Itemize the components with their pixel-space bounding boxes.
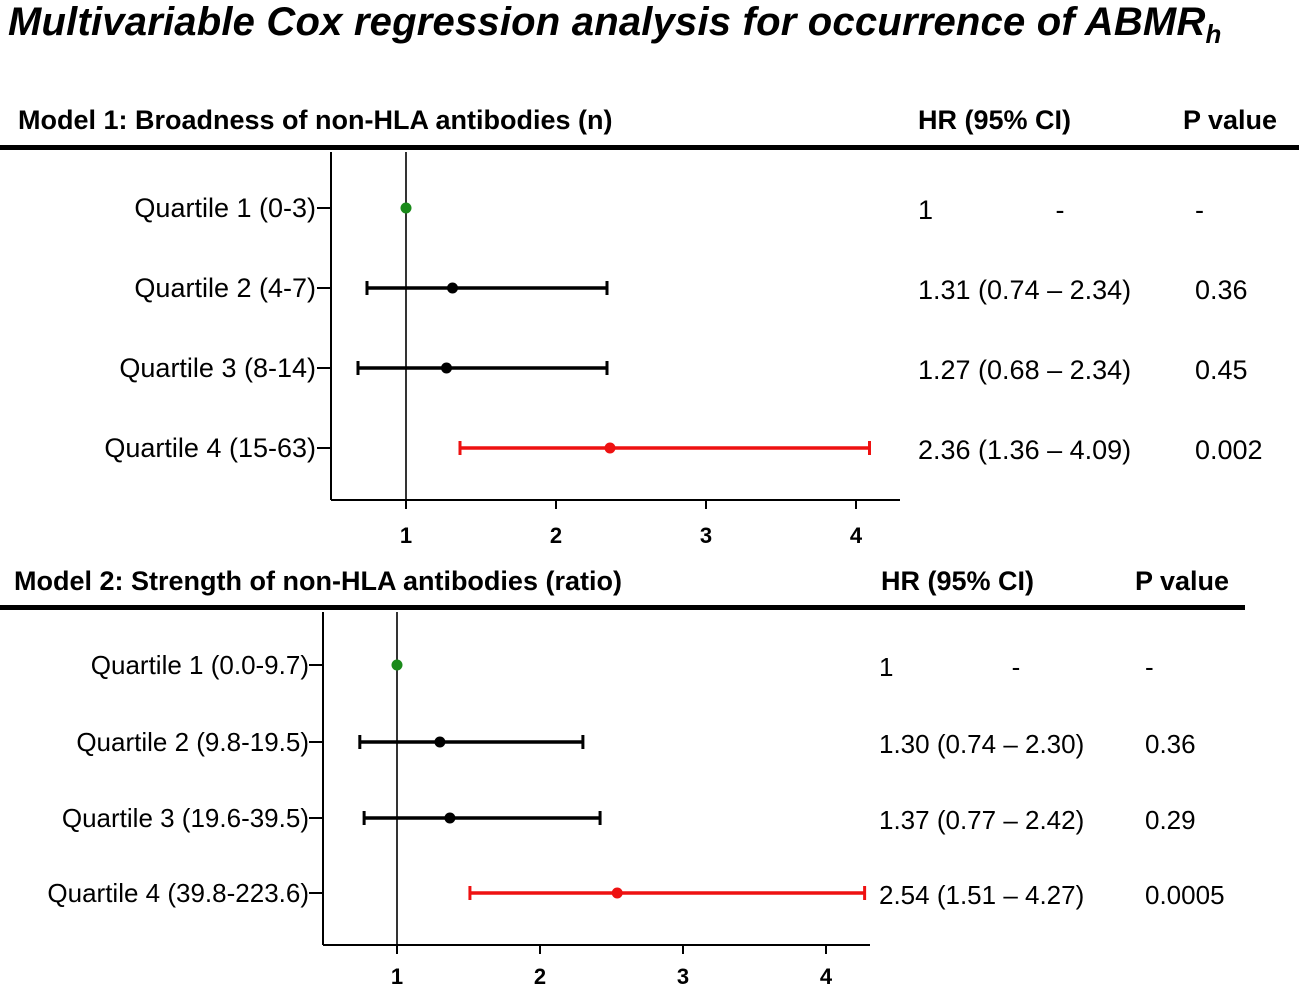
figure-title-subscript: h xyxy=(1205,19,1222,49)
model2-quartile-1-p-value: - xyxy=(1145,652,1154,682)
figure-title: Multivariable Cox regression analysis fo… xyxy=(8,0,1222,50)
model2-x-tick-label-2: 2 xyxy=(534,964,546,988)
model1-quartile-1-label: Quartile 1 (0-3) xyxy=(134,193,316,223)
model1-quartile-1-hr-text: 1 xyxy=(918,195,933,225)
model2-quartile-4-hr-text: 2.54 (1.51 – 4.27) xyxy=(879,880,1084,910)
model2-header-rule xyxy=(0,605,1245,610)
model1-quartile-3-label: Quartile 3 (8-14) xyxy=(119,353,316,383)
model2-quartile-2-hr-text: 1.30 (0.74 – 2.30) xyxy=(879,729,1084,759)
model2-quartile-1-hr-point xyxy=(391,659,403,671)
model2-quartile-3-hr-point xyxy=(444,812,456,824)
model2-quartile-3-hr-text: 1.37 (0.77 – 2.42) xyxy=(879,805,1084,835)
model2-title: Model 2: Strength of non-HLA antibodies … xyxy=(14,566,622,596)
model1-x-tick-label-2: 2 xyxy=(550,523,562,548)
model2-quartile-1-label: Quartile 1 (0.0-9.7) xyxy=(91,650,309,680)
model2-quartile-2-label: Quartile 2 (9.8-19.5) xyxy=(76,727,309,757)
model2-quartile-4-label: Quartile 4 (39.8-223.6) xyxy=(47,878,309,908)
model1-header-rule xyxy=(0,145,1299,150)
model1-quartile-1-p-value: - xyxy=(1195,195,1204,225)
model1-title: Model 1: Broadness of non-HLA antibodies… xyxy=(18,105,613,135)
model2-quartile-2-p-value: 0.36 xyxy=(1145,729,1196,759)
model1-quartile-3-p-value: 0.45 xyxy=(1195,355,1248,385)
model1-quartile-4-p-value: 0.002 xyxy=(1195,435,1263,465)
model1-quartile-4-hr-text: 2.36 (1.36 – 4.09) xyxy=(918,435,1131,465)
model2-x-tick-label-1: 1 xyxy=(391,964,403,988)
model2-quartile-4-p-value: 0.0005 xyxy=(1145,880,1225,910)
model2-quartile-1-hr-text: 1 xyxy=(879,652,893,682)
model1-quartile-1-ci-text: - xyxy=(1056,195,1065,225)
model1-quartile-3-hr-point xyxy=(441,362,452,374)
model1-quartile-2-p-value: 0.36 xyxy=(1195,275,1248,305)
model1-x-tick-label-4: 4 xyxy=(850,523,863,548)
model2-quartile-3-p-value: 0.29 xyxy=(1145,805,1196,835)
model2-x-tick-label-4: 4 xyxy=(820,964,833,988)
model2-x-tick-label-3: 3 xyxy=(677,964,689,988)
model2-quartile-2-hr-point xyxy=(434,736,446,748)
model2-p-header: P value xyxy=(1135,566,1230,596)
model1-quartile-3-hr-text: 1.27 (0.68 – 2.34) xyxy=(918,355,1131,385)
model1-quartile-4-hr-point xyxy=(604,442,616,454)
model1-quartile-2-hr-point xyxy=(447,282,458,294)
model1-quartile-4-label: Quartile 4 (15-63) xyxy=(104,433,316,463)
model1-hr-header: HR (95% CI) xyxy=(918,105,1072,135)
model1-quartile-2-hr-text: 1.31 (0.74 – 2.34) xyxy=(918,275,1131,305)
model2-quartile-1-ci-text: - xyxy=(1012,652,1021,682)
figure-title-main: Multivariable Cox regression analysis fo… xyxy=(8,0,1206,44)
model2-quartile-3-label: Quartile 3 (19.6-39.5) xyxy=(62,803,309,833)
model2-quartile-4-hr-point xyxy=(611,887,623,899)
model1-quartile-1-hr-point xyxy=(400,202,412,214)
model1-x-tick-label-1: 1 xyxy=(400,523,412,548)
model1-p-header: P value xyxy=(1183,105,1278,135)
model2-hr-header: HR (95% CI) xyxy=(881,566,1035,596)
model1-quartile-2-label: Quartile 2 (4-7) xyxy=(134,273,316,303)
model1-x-tick-label-3: 3 xyxy=(700,523,712,548)
